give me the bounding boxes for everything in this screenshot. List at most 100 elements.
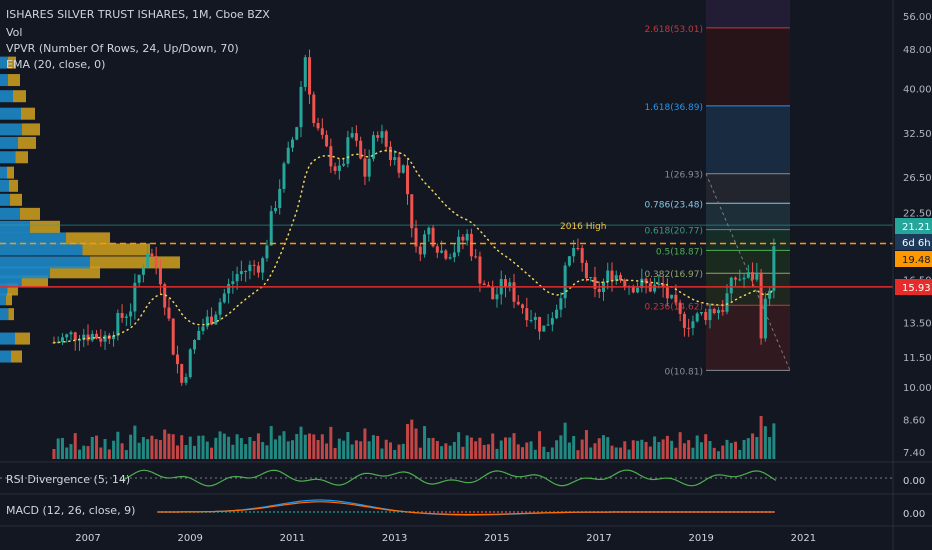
volume-bar — [116, 431, 120, 459]
fib-level-label: 1(26.93) — [664, 171, 703, 181]
candle-body — [469, 233, 473, 257]
candle-body — [457, 236, 461, 253]
volume-bar — [542, 446, 546, 459]
macd-histogram-bar — [373, 511, 375, 513]
candle-body — [346, 137, 350, 164]
candle-body — [282, 163, 286, 189]
volume-bar — [503, 437, 507, 459]
volume-bar — [461, 446, 465, 459]
macd-histogram-bar — [245, 511, 247, 513]
macd-histogram-bar — [389, 511, 391, 513]
candle-body — [158, 267, 162, 285]
horizontal-lines[interactable] — [0, 224, 893, 288]
volume-bar — [184, 444, 188, 459]
macd-histogram-bar — [277, 511, 279, 513]
fib-zone — [706, 305, 790, 371]
profile-bar-down — [8, 56, 16, 69]
candle-body — [729, 277, 733, 294]
candle-body — [397, 157, 401, 173]
fib-zone — [706, 105, 790, 174]
volume-bar — [708, 441, 712, 459]
candle-body — [538, 316, 542, 332]
macd-histogram-bar — [349, 511, 351, 513]
volume-bar — [244, 444, 248, 459]
fib-level-label: 0.786(23.48) — [644, 200, 703, 210]
volume-bar — [729, 442, 733, 459]
macd-histogram-bar — [505, 511, 507, 513]
candle-body — [631, 286, 635, 293]
volume-bar — [150, 435, 154, 459]
profile-bar-up — [0, 308, 9, 321]
volume-bar — [755, 437, 759, 459]
indicator-vol[interactable]: Vol — [6, 26, 23, 39]
y-tick-label: 11.50 — [903, 353, 932, 364]
macd-histogram-bar — [381, 511, 383, 513]
x-tick-label: 2021 — [791, 533, 816, 544]
candle-body — [661, 283, 665, 288]
volume-bar — [197, 435, 201, 459]
candle-body — [376, 135, 380, 138]
volume-bar — [657, 442, 661, 459]
candle-body — [665, 287, 669, 299]
y-tick-label: 7.40 — [903, 448, 925, 459]
candle-body — [103, 335, 107, 342]
volume-bar — [133, 425, 137, 459]
macd-histogram-bar — [525, 511, 527, 513]
candle-body — [99, 338, 103, 342]
macd-histogram-bar — [449, 511, 451, 513]
candle-body — [465, 233, 469, 241]
volume-bar — [214, 437, 218, 459]
volume-bar — [367, 441, 371, 459]
candle-body — [73, 332, 77, 341]
candle-body — [116, 313, 120, 336]
volume-bar — [154, 439, 158, 459]
macd-histogram-bar — [421, 511, 423, 513]
candle-body — [691, 321, 695, 328]
volume-bar — [222, 433, 226, 459]
indicator-ema[interactable]: EMA (20, close, 0) — [6, 58, 106, 71]
volume-bar — [474, 441, 478, 459]
macd-histogram-bar — [501, 511, 503, 513]
volume-bar — [137, 442, 141, 459]
macd-histogram-bar — [345, 511, 347, 513]
volume-bar — [56, 438, 60, 459]
candlestick-series[interactable] — [52, 49, 776, 386]
candle-body — [525, 308, 529, 321]
volume-bar — [193, 445, 197, 459]
volume-bar — [619, 447, 623, 459]
candle-body — [133, 282, 137, 312]
candle-body — [474, 256, 478, 258]
profile-bar-up — [0, 207, 20, 220]
candle-body — [325, 134, 329, 147]
volume-bar — [529, 441, 533, 459]
candle-body — [427, 227, 431, 235]
candle-body — [231, 281, 235, 285]
candle-body — [180, 364, 184, 383]
candle-body — [529, 319, 533, 321]
volume-bar — [521, 447, 525, 459]
candle-body — [90, 333, 94, 341]
macd-histogram-bar — [481, 511, 483, 513]
current-price-badge-bg — [895, 218, 932, 234]
volume-bar — [738, 449, 742, 459]
volume-bar — [512, 433, 516, 459]
rsi-line — [119, 469, 777, 487]
chart-title[interactable]: ISHARES SILVER TRUST ISHARES, 1M, Cboe B… — [6, 8, 270, 21]
candle-body — [734, 277, 738, 280]
macd-histogram-bar — [297, 511, 299, 513]
volume-bar — [567, 442, 571, 459]
fibonacci-extension[interactable]: 2.618(53.01) 1.618(36.89) 1(26.93) 0.786(23… — [644, 0, 791, 377]
candle-body — [503, 279, 507, 288]
volume-bar — [252, 440, 256, 459]
volume-bar — [397, 444, 401, 459]
macd-histogram-bar — [497, 511, 499, 513]
indicator-vpvr[interactable]: VPVR (Number Of Rows, 24, Up/Down, 70) — [6, 42, 239, 55]
rsi-pane — [0, 469, 893, 487]
ema-path — [53, 149, 775, 344]
candle-body — [214, 314, 218, 325]
volume-bar — [120, 443, 124, 459]
profile-bar-down — [11, 350, 22, 363]
volume-bar — [495, 448, 499, 459]
rsi-value: 0.00 — [903, 476, 925, 487]
